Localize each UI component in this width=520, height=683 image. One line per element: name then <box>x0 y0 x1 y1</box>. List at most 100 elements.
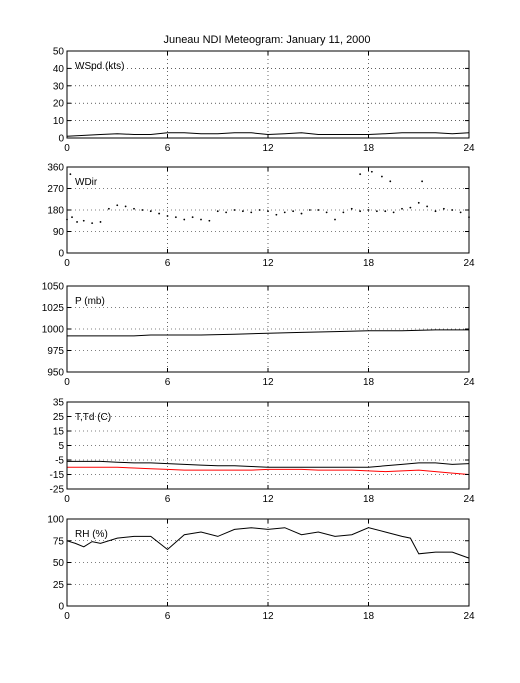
x-tick-label: 6 <box>165 494 171 505</box>
data-point <box>149 210 152 213</box>
y-tick-label: 25 <box>53 580 65 591</box>
axes-box <box>66 50 470 139</box>
y-tick-label: 40 <box>53 64 65 75</box>
y-tick-label: 5 <box>58 441 64 452</box>
x-tick-label: 12 <box>262 143 274 154</box>
data-point <box>317 209 320 211</box>
panel-label: WDir <box>75 177 98 188</box>
y-tick-label: 15 <box>53 427 65 438</box>
y-tick-label: 1025 <box>42 303 65 314</box>
data-point <box>258 209 261 211</box>
panel-label: T,Td (C) <box>75 412 111 423</box>
x-tick-label: 18 <box>363 258 375 269</box>
data-point <box>200 218 202 221</box>
y-tick-label: 20 <box>53 99 65 110</box>
data-point <box>91 222 94 225</box>
data-point <box>267 210 269 213</box>
data-point <box>381 175 383 178</box>
data-point <box>124 205 127 208</box>
data-point <box>166 215 169 217</box>
y-tick-label: -25 <box>50 485 65 496</box>
x-tick-label: 18 <box>363 494 375 505</box>
series-line-1 <box>67 466 470 475</box>
data-point <box>359 173 362 176</box>
data-point <box>99 221 102 223</box>
data-point <box>183 218 186 221</box>
y-tick-label: 10 <box>53 116 65 127</box>
x-tick-label: 0 <box>64 143 70 154</box>
x-tick-label: 6 <box>165 611 171 622</box>
y-tick-label: -15 <box>50 470 65 481</box>
panel-label: P (mb) <box>75 296 105 307</box>
data-point <box>225 211 228 214</box>
x-tick-label: 6 <box>165 377 171 388</box>
y-tick-label: 1000 <box>42 325 65 336</box>
data-point <box>370 170 373 173</box>
panel-label: WSpd (kts) <box>75 61 124 72</box>
data-point <box>216 210 219 213</box>
data-point <box>208 219 211 222</box>
y-tick-label: 270 <box>47 184 64 195</box>
x-tick-label: 0 <box>64 611 70 622</box>
y-tick-label: 25 <box>53 412 65 423</box>
y-tick-label: 950 <box>47 368 64 379</box>
x-tick-label: 24 <box>463 494 475 505</box>
y-tick-label: 975 <box>47 346 64 357</box>
x-tick-label: 18 <box>363 377 375 388</box>
data-point <box>300 212 303 215</box>
data-point <box>174 216 177 219</box>
data-point <box>191 216 194 219</box>
data-point <box>409 206 412 209</box>
x-tick-label: 0 <box>64 258 70 269</box>
data-point <box>367 209 370 211</box>
data-point <box>426 205 429 208</box>
data-point <box>283 211 286 214</box>
x-tick-label: 0 <box>64 494 70 505</box>
data-point <box>275 213 278 216</box>
data-point <box>350 207 353 210</box>
data-point <box>342 211 345 214</box>
panel-1: 0 6 12 18 24 0 90 180 270 360 WDir <box>47 163 475 270</box>
y-tick-label: 180 <box>47 206 64 217</box>
x-tick-label: 24 <box>463 611 475 622</box>
y-tick-label: 0 <box>58 602 64 613</box>
y-tick-label: 0 <box>58 249 64 260</box>
x-tick-label: 12 <box>262 494 274 505</box>
data-point <box>389 180 392 183</box>
x-tick-label: 12 <box>262 611 274 622</box>
x-tick-label: 24 <box>463 377 475 388</box>
x-tick-label: 18 <box>363 143 375 154</box>
data-point <box>417 201 420 204</box>
data-point <box>442 207 445 210</box>
data-point <box>82 219 85 222</box>
data-point <box>233 209 236 211</box>
x-tick-label: 18 <box>363 611 375 622</box>
data-point <box>421 180 423 183</box>
data-point <box>334 218 336 221</box>
data-point <box>116 204 119 207</box>
data-point <box>434 210 437 213</box>
data-point <box>392 211 395 214</box>
x-tick-label: 12 <box>262 377 274 388</box>
data-point <box>384 210 387 213</box>
x-tick-label: 12 <box>262 258 274 269</box>
x-tick-label: 0 <box>64 377 70 388</box>
data-point <box>359 210 362 213</box>
x-tick-label: 24 <box>463 143 475 154</box>
figure-title: Juneau NDI Meteogram: January 11, 2000 <box>163 34 370 46</box>
data-point <box>133 207 135 210</box>
data-point <box>308 209 311 211</box>
series-line-0 <box>66 527 470 559</box>
y-tick-label: 75 <box>53 536 65 547</box>
data-point <box>451 209 454 211</box>
data-point <box>141 209 144 211</box>
y-tick-label: 50 <box>53 558 65 569</box>
y-tick-label: 90 <box>53 227 65 238</box>
y-tick-label: 360 <box>47 163 64 174</box>
data-point <box>158 212 161 215</box>
y-tick-label: 35 <box>53 398 65 409</box>
y-tick-label: 100 <box>47 515 64 526</box>
y-tick-label: 0 <box>58 134 64 145</box>
